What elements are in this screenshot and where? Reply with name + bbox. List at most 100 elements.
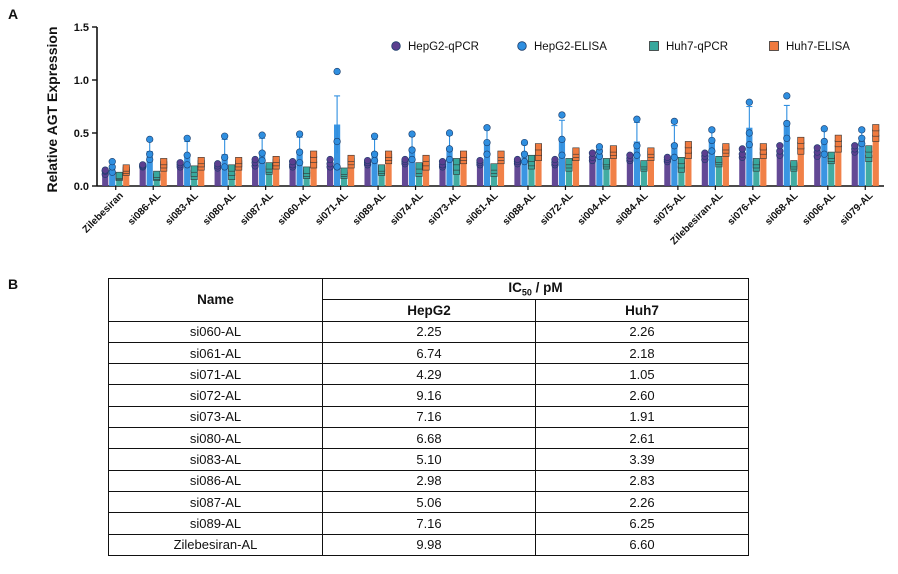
x-tick-label: si088-AL [501, 190, 538, 227]
data-point [670, 142, 678, 150]
data-point [146, 135, 154, 143]
table-row: si080-AL 6.68 2.61 [108, 427, 750, 450]
bar [102, 172, 109, 186]
data-point [408, 155, 416, 164]
table-row: si087-AL 5.06 2.26 [108, 490, 750, 514]
data-point [415, 162, 423, 170]
data-point [408, 146, 416, 154]
bar [814, 152, 821, 186]
bar [490, 170, 498, 186]
ic50-subscript: 50 [521, 287, 532, 298]
huh7-ic50-cell: 1.91 [534, 405, 750, 429]
bar [610, 152, 617, 186]
bar [160, 164, 167, 186]
x-tick-label: si080-AL [201, 190, 238, 227]
data-point [422, 154, 430, 162]
bar [439, 164, 446, 186]
bar [184, 154, 191, 186]
hepg2-ic50-cell: 9.98 [322, 533, 536, 556]
data-point [520, 138, 529, 147]
bar [528, 162, 535, 186]
huh7-ic50-cell: 1.05 [534, 363, 750, 386]
data-point [310, 150, 318, 158]
data-point [640, 160, 648, 168]
bar [708, 141, 715, 186]
bar [633, 141, 641, 186]
data-point [745, 129, 753, 137]
bar [760, 151, 767, 186]
bar [685, 149, 692, 186]
data-point [858, 126, 866, 134]
bar [626, 158, 634, 186]
data-point [722, 143, 730, 151]
bar [371, 152, 378, 186]
data-point [776, 142, 784, 150]
data-point [783, 134, 791, 142]
bar [865, 154, 872, 186]
bar [116, 176, 123, 186]
data-point [670, 117, 678, 125]
data-point [551, 155, 559, 164]
hepg2-ic50-cell: 7.16 [322, 405, 536, 429]
data-point [108, 158, 116, 166]
huh7-ic50-cell: 2.18 [534, 341, 750, 365]
data-point [745, 98, 753, 106]
data-point [214, 160, 222, 168]
panel-label-a: A [8, 6, 19, 22]
hepg2-ic50-cell: 6.74 [322, 341, 536, 365]
data-point [783, 119, 791, 128]
table-row: si083-AL 5.10 3.39 [108, 448, 750, 471]
bar [797, 145, 804, 186]
huh7-ic50-cell: 2.61 [534, 427, 750, 450]
x-tick-label: si084-AL [613, 190, 650, 227]
huh7-ic50-cell: 6.25 [534, 512, 750, 535]
huh7-ic50-cell: 2.83 [534, 469, 750, 492]
data-point [296, 130, 304, 138]
bar [746, 127, 753, 186]
data-point [834, 134, 842, 142]
huh7-ic50-cell: 2.60 [534, 384, 750, 407]
data-point [289, 158, 297, 166]
data-point [872, 124, 880, 132]
data-point [783, 92, 791, 100]
x-tick-label: si060-AL [276, 190, 313, 227]
bar [483, 143, 491, 186]
data-point [752, 158, 760, 166]
data-point [513, 155, 522, 164]
data-point [122, 164, 130, 172]
data-point [340, 167, 348, 175]
x-tick-label: si079-AL [838, 190, 875, 227]
data-point [296, 148, 304, 156]
data-point [115, 171, 123, 179]
data-point [565, 158, 573, 166]
data-point [438, 158, 447, 166]
bar [146, 151, 153, 186]
data-point [797, 136, 805, 144]
data-point [176, 159, 184, 167]
bar [476, 162, 484, 186]
data-point [715, 156, 723, 164]
data-point [228, 164, 236, 172]
hepg2-ic50-cell: 6.68 [322, 427, 536, 450]
table-row: si086-AL 2.98 2.83 [108, 469, 750, 492]
bar [446, 148, 453, 186]
bar [214, 165, 221, 186]
data-point [483, 150, 491, 158]
data-point [183, 151, 191, 159]
bar [783, 122, 790, 186]
bar [572, 154, 580, 186]
ic50-label: IC [508, 280, 522, 296]
bar [678, 164, 685, 186]
x-tick-label: si087-AL [239, 190, 276, 227]
bar [415, 170, 423, 186]
data-point [558, 151, 566, 159]
bar [558, 138, 566, 186]
x-tick-label: si073-AL [426, 190, 463, 227]
row-name-cell: si089-AL [108, 512, 323, 535]
data-point [534, 143, 542, 151]
x-tick-label: si068-AL [763, 190, 800, 227]
data-point [820, 125, 828, 133]
huh7-column-header: Huh7 [534, 299, 750, 322]
legend-label: HepG2-ELISA [534, 41, 607, 53]
bar [139, 165, 146, 186]
